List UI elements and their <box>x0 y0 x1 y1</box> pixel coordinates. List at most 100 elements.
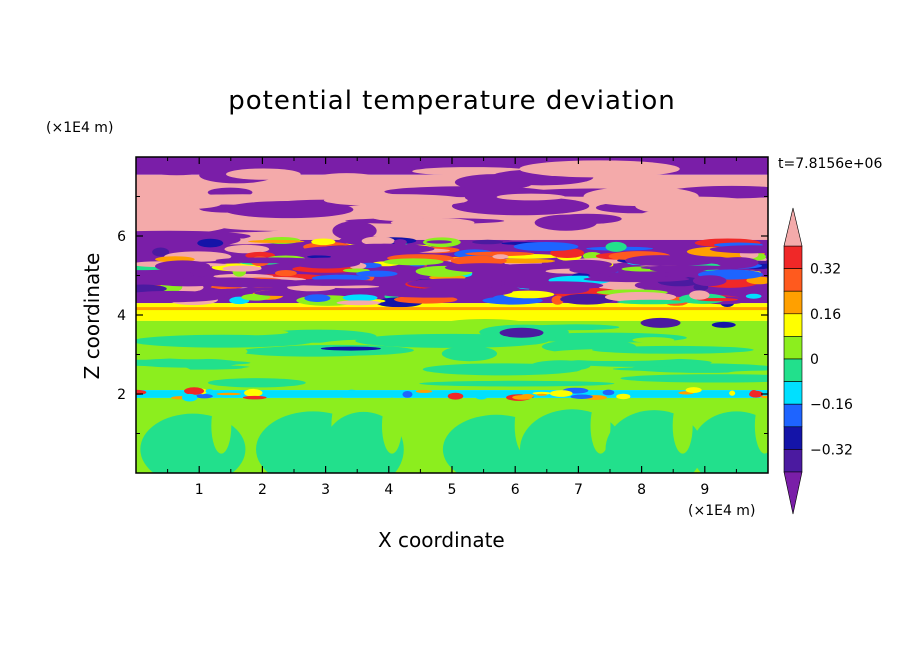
x-tick-label: 9 <box>700 482 709 498</box>
contour-blob <box>244 388 263 397</box>
z-tick-label: 2 <box>117 387 126 403</box>
contour-blob <box>444 263 522 273</box>
x-unit-label: (×1E4 m) <box>688 503 756 519</box>
contour-blob <box>407 278 506 289</box>
contour-blob <box>582 251 602 260</box>
x-tick-label: 8 <box>637 482 646 498</box>
inversion-line <box>136 307 768 311</box>
colorbar-swatch <box>783 245 803 269</box>
x-tick-label: 7 <box>574 482 583 498</box>
contour-blob <box>698 326 768 341</box>
colorbar-swatch <box>783 336 803 360</box>
contour-blob <box>415 286 513 297</box>
contour-blob <box>602 389 615 396</box>
contour-blob <box>496 193 566 201</box>
contour-blob <box>247 239 305 243</box>
colorbar-swatch <box>783 268 803 292</box>
convective-plume <box>211 397 232 454</box>
contour-blob <box>485 227 551 241</box>
contour-blob <box>196 393 213 399</box>
colorbar-label: −0.16 <box>810 397 853 413</box>
contour-blob <box>366 207 429 222</box>
contour-blob <box>536 393 548 396</box>
x-tick-label: 4 <box>384 482 393 498</box>
contour-blob <box>583 186 699 207</box>
contour-blob <box>136 197 221 211</box>
contour-blob <box>136 334 314 348</box>
contour-blob <box>612 366 759 372</box>
contour-blob <box>316 182 363 194</box>
contour-blob <box>143 270 194 280</box>
contour-blob <box>551 295 564 305</box>
contour-blob <box>346 389 358 395</box>
contour-blob <box>383 258 444 266</box>
z-tick-label: 4 <box>117 308 126 324</box>
contour-blob <box>549 390 573 397</box>
contour-blob <box>361 236 395 246</box>
contour-blob <box>136 284 167 294</box>
contour-blob <box>174 194 310 202</box>
contour-blob <box>727 370 768 376</box>
contour-blob <box>685 387 702 393</box>
contour-blob <box>311 238 336 246</box>
contour-blob <box>393 239 407 246</box>
colorbar-swatch <box>783 290 803 315</box>
colorbar-swatch <box>783 403 803 428</box>
contour-blob <box>472 239 504 245</box>
inversion-line <box>136 313 768 318</box>
contour-blob <box>492 254 509 260</box>
contour-blob <box>224 244 270 254</box>
contour-blob <box>223 200 354 219</box>
contour-blob <box>330 390 343 396</box>
colorbar-swatch <box>783 449 803 473</box>
plot-axes: 1 2 3 4 5 6 7 8 9 2 4 6 <box>117 156 769 498</box>
z-unit-label: (×1E4 m) <box>46 120 114 136</box>
contour-blob <box>604 291 677 303</box>
colorbar-min-arrow <box>783 471 803 515</box>
contour-blob <box>570 394 593 399</box>
contour-blob <box>454 174 534 191</box>
x-tick-label: 2 <box>258 482 267 498</box>
contour-blob <box>390 217 475 228</box>
convective-plume <box>381 397 402 454</box>
contour-blob <box>136 322 242 327</box>
contour-blob <box>534 214 597 231</box>
colorbar-swatch <box>783 426 803 450</box>
contour-blob <box>530 360 591 372</box>
contour-blob <box>304 294 331 302</box>
contour-blob <box>242 395 267 400</box>
contour-field <box>136 157 768 473</box>
contour-blob <box>625 255 696 266</box>
x-tick-label: 5 <box>448 482 457 498</box>
contour-blob <box>692 275 727 287</box>
colorbar-swatch <box>783 381 803 405</box>
contour-blob <box>155 260 211 273</box>
contour-blob <box>342 294 378 302</box>
contour-blob <box>241 293 271 301</box>
contour-blob <box>583 276 690 283</box>
contour-blob <box>689 290 710 300</box>
contour-blob <box>729 390 736 396</box>
contour-blob <box>632 337 675 343</box>
colorbar-label: 0 <box>810 352 819 368</box>
contour-blob <box>324 285 380 289</box>
contour-blob <box>640 317 681 328</box>
contour-blob <box>746 276 768 285</box>
contour-blob <box>511 281 604 290</box>
contour-blob <box>205 389 214 394</box>
contour-blob <box>199 278 309 288</box>
convective-plume <box>590 397 611 454</box>
contour-blob <box>591 345 754 354</box>
x-tick-label: 3 <box>321 482 330 498</box>
contour-blob <box>210 217 346 231</box>
contour-blob <box>749 390 758 398</box>
contour-blob <box>162 210 210 228</box>
contour-blob <box>501 263 603 269</box>
contour-blob <box>226 168 301 180</box>
contour-blob <box>215 257 320 264</box>
contour-blob <box>332 221 377 241</box>
contour-blob <box>503 290 555 299</box>
x-axis-label: X coordinate <box>378 528 505 552</box>
contour-blob <box>616 393 631 400</box>
